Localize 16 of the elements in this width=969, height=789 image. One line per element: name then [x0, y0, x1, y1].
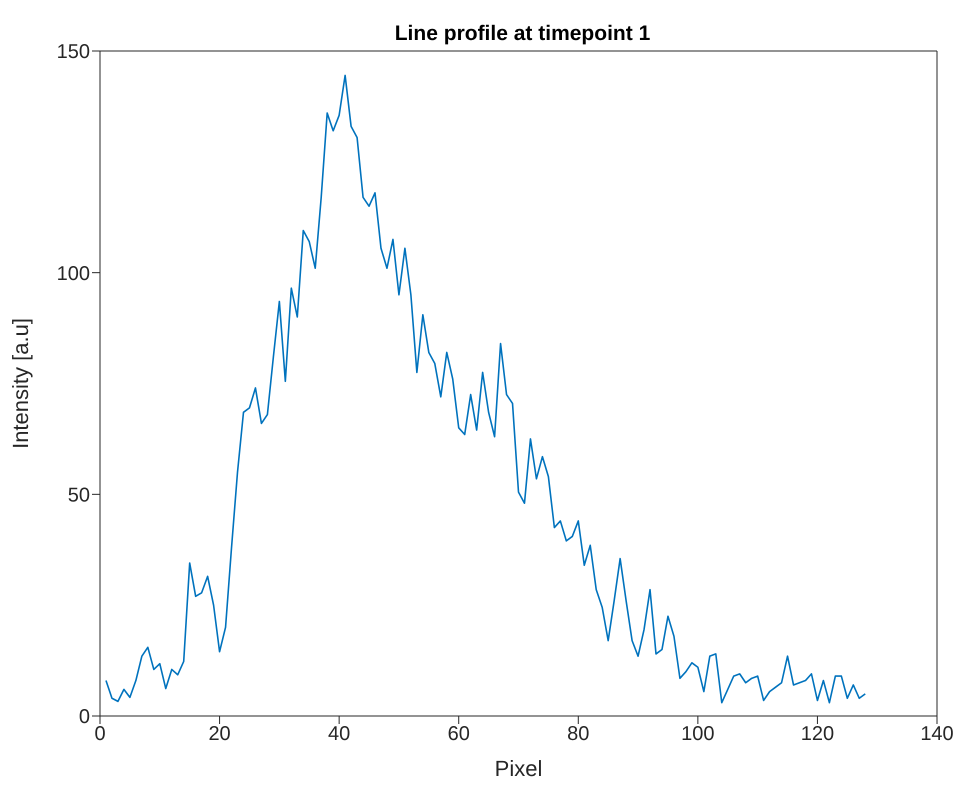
y-tick-label: 150	[56, 41, 90, 64]
y-tick-label: 50	[68, 484, 90, 506]
line-series	[105, 74, 866, 704]
x-tick-label: 100	[681, 723, 715, 746]
x-tick-label: 80	[567, 723, 590, 746]
x-tick-label: 140	[920, 723, 954, 746]
x-tick-label: 120	[800, 723, 834, 746]
x-axis-title: Pixel	[494, 756, 542, 781]
x-tick-label: 60	[448, 723, 470, 746]
y-axis-title: Intensity [a.u]	[8, 318, 33, 449]
chart-title: Line profile at timepoint 1	[394, 22, 652, 46]
y-tick-label: 0	[78, 706, 90, 728]
x-tick-label: 40	[328, 723, 350, 746]
x-tick-label: 0	[94, 723, 106, 746]
x-tick-label: 20	[208, 723, 231, 746]
y-tick-label: 100	[56, 262, 90, 285]
